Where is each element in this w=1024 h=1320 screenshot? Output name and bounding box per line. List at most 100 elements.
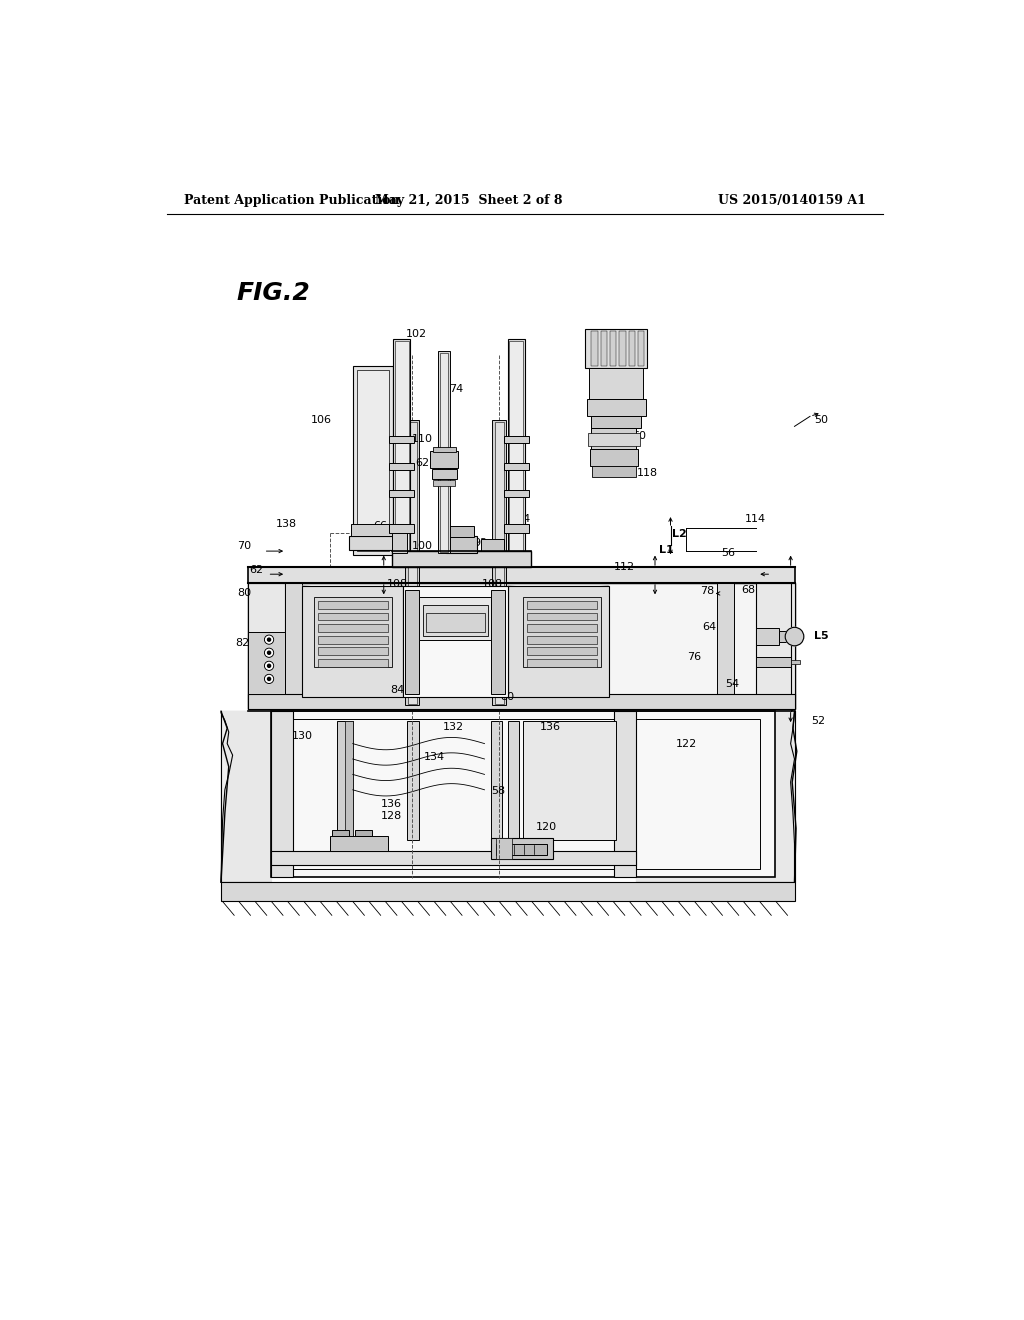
Text: 50: 50 [815, 416, 828, 425]
Bar [523, 598, 601, 667]
Bar [493, 420, 506, 705]
Text: 80: 80 [501, 693, 515, 702]
Bar [356, 370, 389, 552]
Bar [629, 331, 635, 367]
Bar [271, 851, 636, 866]
Text: 54: 54 [725, 678, 739, 689]
Bar [317, 612, 388, 620]
Bar [496, 838, 512, 859]
Bar [337, 721, 352, 847]
Bar [638, 331, 644, 367]
Bar [438, 351, 451, 553]
Polygon shape [221, 711, 271, 882]
Text: 104: 104 [478, 685, 499, 694]
Bar [586, 330, 647, 368]
Bar [509, 341, 523, 552]
Text: 118: 118 [637, 467, 657, 478]
Circle shape [267, 664, 270, 668]
Text: 76: 76 [687, 652, 700, 663]
Bar [779, 631, 795, 642]
Bar [332, 830, 349, 836]
Bar [351, 524, 394, 536]
Bar [523, 721, 616, 840]
Circle shape [267, 677, 270, 681]
Bar [317, 601, 388, 609]
Text: 66: 66 [373, 520, 387, 531]
Bar [248, 583, 286, 709]
Bar [495, 422, 504, 704]
Bar [271, 711, 293, 876]
Text: 62: 62 [249, 565, 263, 574]
Bar [440, 354, 449, 552]
Bar [527, 636, 597, 644]
Bar [527, 647, 597, 655]
Text: 114: 114 [745, 513, 766, 524]
Circle shape [785, 627, 804, 645]
Bar [504, 524, 528, 533]
Bar [389, 462, 414, 470]
Bar [490, 721, 503, 840]
Bar [286, 583, 302, 709]
Text: 94: 94 [516, 513, 530, 524]
Bar [610, 331, 616, 367]
Text: 100: 100 [412, 541, 433, 550]
Bar [330, 836, 388, 851]
Bar [394, 341, 409, 552]
Text: 134: 134 [424, 752, 444, 763]
Bar [389, 524, 414, 533]
Bar [248, 566, 795, 583]
Bar [302, 586, 403, 697]
Circle shape [267, 638, 270, 642]
Bar [317, 624, 388, 632]
Bar [287, 719, 760, 869]
Bar [345, 721, 352, 847]
Bar [393, 339, 410, 553]
Text: 116: 116 [602, 329, 623, 339]
Bar [791, 660, 800, 664]
Circle shape [264, 648, 273, 657]
Bar [317, 636, 388, 644]
Bar [445, 536, 477, 553]
Bar [420, 597, 490, 640]
Text: L1: L1 [366, 543, 380, 552]
Bar [504, 462, 528, 470]
Bar [389, 436, 414, 444]
Polygon shape [636, 711, 795, 882]
Bar [314, 598, 391, 667]
Text: 52: 52 [811, 715, 824, 726]
Bar [248, 583, 795, 709]
Bar [756, 583, 795, 709]
Text: 112: 112 [613, 561, 635, 572]
Text: 58: 58 [492, 787, 506, 796]
Bar [391, 533, 407, 553]
Bar [756, 657, 791, 667]
Text: L1: L1 [659, 545, 674, 554]
Bar [508, 721, 519, 840]
Bar [592, 331, 598, 367]
Text: 122: 122 [676, 739, 696, 748]
Text: 70: 70 [238, 541, 251, 550]
Bar [587, 399, 646, 416]
Text: 120: 120 [536, 822, 557, 832]
Text: 62: 62 [416, 458, 429, 467]
Bar [527, 659, 597, 667]
Text: 136: 136 [540, 722, 561, 731]
Text: 90: 90 [482, 607, 497, 618]
Bar [355, 830, 372, 836]
Circle shape [264, 675, 273, 684]
Bar [527, 601, 597, 609]
Text: L5: L5 [814, 631, 829, 640]
Bar [408, 422, 417, 704]
Text: 136: 136 [381, 799, 402, 809]
Bar [504, 436, 528, 444]
Bar [352, 367, 393, 554]
Bar [620, 331, 626, 367]
Bar [508, 586, 608, 697]
Text: 92: 92 [473, 537, 487, 548]
Text: 128: 128 [381, 810, 402, 821]
Bar [480, 539, 504, 552]
Text: FIG.2: FIG.2 [237, 281, 310, 305]
Bar [527, 612, 597, 620]
Polygon shape [221, 713, 232, 882]
Bar [391, 552, 531, 566]
